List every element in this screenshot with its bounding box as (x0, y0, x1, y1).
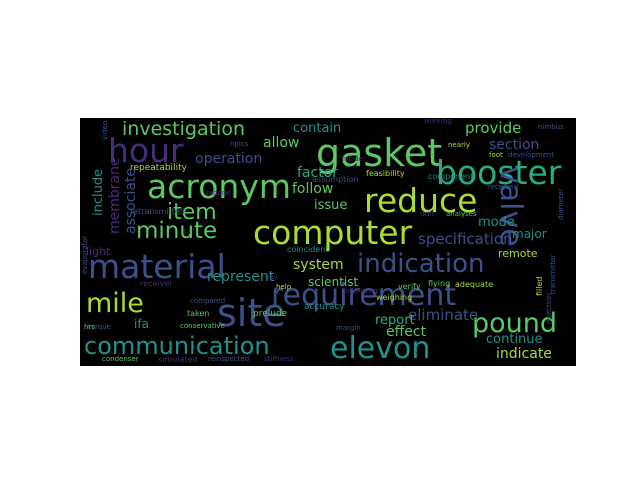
word-inside: inside (342, 155, 363, 163)
word-acronym: acronym (147, 167, 291, 206)
word-section: section (489, 137, 540, 153)
word-flying: flying (428, 279, 451, 288)
word-specification: specification (418, 230, 513, 248)
word-effect: effect (386, 324, 427, 340)
word-associate: associate (123, 167, 139, 234)
word-system: system (293, 257, 344, 273)
word-margin: margin (336, 324, 361, 332)
word-feasibility: feasibility (366, 169, 405, 178)
word-computer: computer (253, 213, 413, 252)
word-nimbus: nimbus (538, 123, 564, 131)
word-foot: foot (489, 151, 503, 159)
word-redone: redone (206, 189, 231, 197)
word-drift: drift (420, 210, 435, 218)
word-component: component (428, 172, 474, 181)
word-analyses: analyses (446, 210, 477, 218)
word-repeatability: repeatability (130, 163, 187, 173)
word-diameter: diameter (557, 188, 565, 220)
word-bounding: bounding (345, 287, 378, 295)
word-elevon: elevon (330, 331, 431, 366)
word-transmitter: transmitter (549, 254, 557, 294)
word-gasket: gasket (316, 131, 443, 175)
word-indicate: indicate (496, 346, 552, 362)
word-booster: booster (436, 153, 562, 192)
word-reinspected: reinspected (208, 355, 250, 363)
word-taken: taken (187, 309, 210, 318)
word-video: video (101, 120, 109, 140)
word-follow: follow (292, 181, 334, 197)
word-hour: hour (108, 131, 184, 170)
word-pound: pound (472, 308, 558, 339)
word-investigation: investigation (122, 118, 245, 140)
word-accuracy: accuracy (304, 302, 345, 312)
word-simulated: simulated (158, 355, 198, 364)
word-light: light (86, 245, 111, 258)
word-stiffness: stiffness (264, 355, 294, 363)
word-represent: represent (207, 269, 275, 285)
word-continue: continue (486, 332, 543, 347)
word-provide: provide (465, 119, 522, 137)
word-received: received (488, 183, 519, 191)
word-reduce: reduce (364, 181, 478, 220)
word-nearly: nearly (448, 141, 470, 149)
word-communication: communication (84, 332, 270, 360)
word-issue: issue (314, 198, 348, 213)
word-remote: remote (498, 247, 538, 260)
word-factor: factor (297, 165, 339, 181)
word-indication: indication (357, 249, 485, 279)
word-site: site (217, 291, 286, 335)
word-help: help (276, 283, 292, 291)
word-contain: contain (293, 121, 342, 136)
word-coincident: coincident (287, 245, 329, 254)
word-bay: bay (265, 273, 278, 281)
word-condenser: condenser (102, 355, 139, 363)
word-hrs: hrs (84, 323, 95, 331)
word-report: report (375, 313, 415, 328)
word-npics: npics (230, 140, 249, 148)
word-prelude: prelude (253, 309, 288, 319)
word-scientist: scientist (308, 275, 359, 289)
word-operation: operation (195, 151, 263, 167)
word-weighing: weighing (376, 293, 413, 302)
word-development: development (508, 151, 555, 159)
word-membrane: membrane (107, 157, 123, 234)
word-working: working (424, 118, 452, 125)
word-ifa: ifa (134, 317, 149, 331)
word-compared: compared (190, 297, 226, 305)
word-retransmitted: retransmitted (130, 207, 185, 216)
word-eliminate: eliminate (408, 306, 479, 324)
word-minute: minute (136, 218, 218, 244)
word-mode: mode (478, 215, 515, 230)
word-adequate: adequate (455, 280, 494, 289)
word-item: item (167, 200, 217, 225)
word-allow: allow (263, 135, 300, 151)
word-filled: filled (535, 276, 544, 296)
word-conservative: conservative (180, 322, 225, 330)
word-assumption: assumption (312, 175, 359, 184)
word-verify: verify (398, 282, 421, 291)
word-receiver: receiver (140, 279, 173, 288)
word-rejection: rejection (545, 293, 553, 324)
word-major: major (512, 227, 547, 241)
word-torque: torque (88, 323, 111, 331)
word-requirement: requirement (271, 278, 457, 313)
word-mile: mile (86, 288, 144, 319)
word-evaporator: evaporator (81, 235, 89, 274)
word-material: material (88, 247, 226, 286)
word-include: include (91, 168, 106, 216)
word-cloud: requirement material computer gasket acr… (80, 118, 576, 366)
